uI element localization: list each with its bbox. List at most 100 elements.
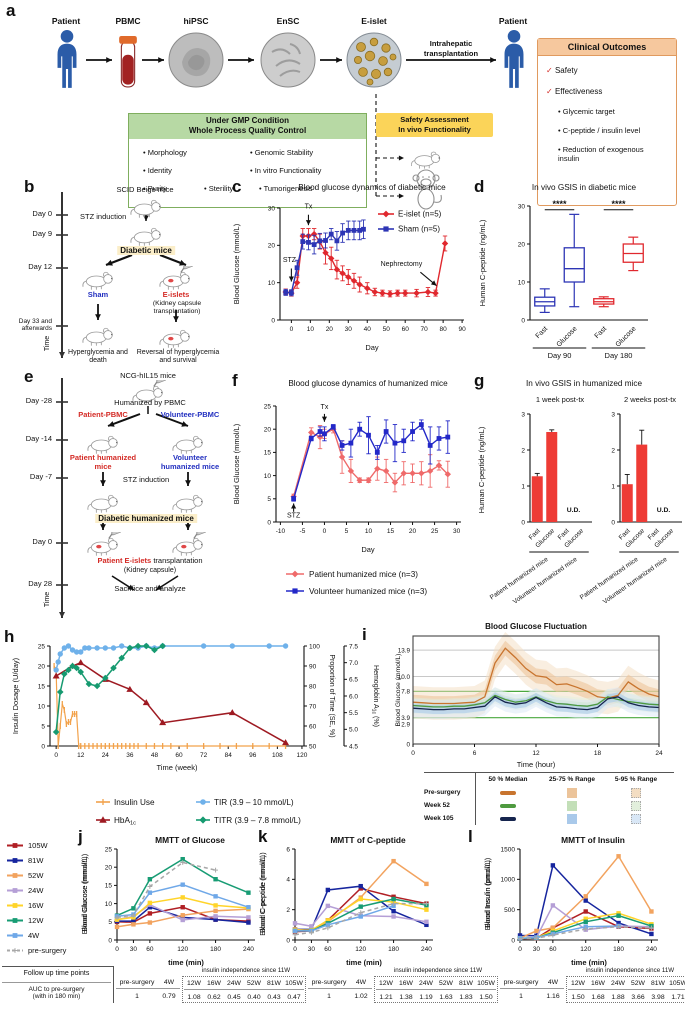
svg-text:Blood Glucose (mmol/L): Blood Glucose (mmol/L) (82, 856, 89, 931)
fluct-legend-col: 50 % Median (488, 776, 528, 783)
mouse-icon (82, 271, 113, 290)
svg-text:Day: Day (365, 343, 379, 352)
check-icon: ✓ (546, 66, 553, 75)
svg-text:180: 180 (210, 946, 221, 953)
mmtt-legend-item: 81W (6, 853, 66, 868)
e-time-axis-label: Time (44, 591, 52, 608)
auc-row-label-2: AUC to pre-surgery (with in 180 min) (28, 986, 85, 1001)
svg-text:90: 90 (309, 663, 317, 670)
svg-text:12: 12 (532, 750, 540, 757)
svg-text:Nephrectomy: Nephrectomy (381, 261, 423, 268)
svg-text:120: 120 (297, 752, 308, 759)
svg-text:HbA1c: HbA1c (114, 816, 136, 827)
chart-mmtt-glucose: 0 30 60 120 180 240 0 5 10 15 20 25 MMTT of Glucose t… (80, 835, 255, 967)
safety-box: Safety Assessment In vivo Functionality (376, 113, 493, 138)
chart-gsis-diabetic-mice: 0 10 20 30 In vivo GSIS in diabetic mice Huma… (478, 183, 648, 360)
mouse-transplanted-icon (156, 324, 194, 349)
svg-text:5.0: 5.0 (349, 727, 358, 734)
svg-text:7.5: 7.5 (349, 643, 358, 650)
auc-note: insulin independence since 11W (201, 967, 291, 974)
svg-text:6.5: 6.5 (349, 677, 358, 684)
b-kidney-capsule: (Kidney capsule transplantation) (152, 300, 202, 315)
flow-label-ensc: EnSC (276, 16, 300, 26)
patient-icon (57, 30, 77, 88)
svg-text:1500: 1500 (501, 846, 516, 853)
mmtt-legend-item: pre-surgery (7, 946, 67, 955)
b-mice-strain: SCID Beige mice (116, 185, 174, 194)
auc-note: insulin independence since 11W (393, 967, 483, 974)
svg-text:10: 10 (38, 703, 46, 710)
svg-text:24: 24 (102, 752, 110, 759)
b-day-9: Day 9 (32, 229, 52, 238)
panel-a-arrows (86, 57, 496, 199)
svg-text:96: 96 (249, 752, 257, 759)
chart-mmtt-insulin: 0 30 60 120 180 240 0 500 1000 1500 MMTT of Insuli… (483, 835, 658, 967)
svg-text:Day: Day (361, 545, 375, 554)
svg-text:Insulin Dosage (U/day): Insulin Dosage (U/day) (11, 657, 20, 734)
outcome-bullet-insulin: • Reduction of exogenous insulin (558, 145, 644, 163)
svg-text:3: 3 (521, 411, 525, 418)
b-day-12: Day 12 (28, 262, 52, 271)
svg-text:240: 240 (646, 946, 657, 953)
chart-blood-glucose-humanized-mice: -10 -5 0 5 10 15 20 25 30 0 5 10 15 20 25 Blood glucose… (232, 379, 461, 596)
flow-label-hipsc: hiPSC (183, 16, 209, 26)
e-stz: STZ induction (122, 475, 170, 484)
svg-text:6: 6 (473, 750, 477, 757)
mouse-icon (130, 199, 161, 218)
svg-text:40: 40 (364, 326, 372, 333)
panel-label-h: h (4, 627, 15, 646)
blood-tube-icon (119, 36, 137, 88)
safety-line2: In vivo Functionality (398, 125, 471, 135)
panel-b-diagram (56, 192, 187, 358)
b-stz-induction: STZ induction (80, 212, 127, 221)
panel-label-a: a (6, 1, 16, 20)
chart-mmtt-cpeptide: 0 30 60 120 180 240 0 2 4 6 MMTT of C-peptide time … (258, 835, 433, 967)
svg-text:48: 48 (151, 752, 159, 759)
safety-line1: Safety Assessment (400, 115, 469, 124)
svg-text:10: 10 (365, 528, 373, 535)
auc-tables: Follow up time points AUC to pre-surgery… (2, 966, 685, 1003)
svg-text:3.9: 3.9 (401, 715, 410, 722)
svg-text:84: 84 (225, 752, 233, 759)
mouse-syringe-icon (156, 266, 194, 291)
svg-text:0: 0 (406, 741, 410, 748)
svg-text:2: 2 (611, 447, 615, 454)
svg-text:30: 30 (345, 326, 353, 333)
svg-text:Day 180: Day 180 (605, 351, 633, 360)
svg-text:Blood C-peptide (nmol/L): Blood C-peptide (nmol/L) (258, 852, 267, 936)
svg-text:In vivo GSIS in humanized mice: In vivo GSIS in humanized mice (526, 379, 642, 388)
svg-text:30: 30 (453, 528, 461, 535)
svg-text:Time (hour): Time (hour) (517, 760, 556, 769)
flow-label-eislet: E-islet (361, 16, 387, 26)
svg-text:0: 0 (521, 317, 525, 324)
e-volunteer-mice: Volunteer humanized mice (160, 453, 220, 471)
svg-text:2: 2 (286, 907, 290, 914)
e-day--7: Day -7 (29, 472, 52, 481)
b-day-33: Day 33 and afterwards (18, 318, 52, 333)
svg-text:0: 0 (521, 519, 525, 526)
svg-text:0: 0 (611, 519, 615, 526)
svg-text:Glucose: Glucose (556, 325, 579, 348)
svg-text:7.8: 7.8 (401, 689, 410, 696)
fluctuation-legend: 50 % Median 25-75 % Range 5-95 % Range Pre-… (424, 772, 674, 825)
auc-table-k: insulin independence since 11W pre-surger… (308, 966, 498, 1003)
svg-text:180: 180 (388, 946, 399, 953)
svg-text:Day 90: Day 90 (548, 351, 572, 360)
svg-text:15: 15 (387, 528, 395, 535)
svg-text:0: 0 (518, 946, 522, 953)
gmp-title-2: Whole Process Quality Control (188, 126, 307, 136)
svg-text:4: 4 (286, 877, 290, 884)
svg-text:15: 15 (105, 883, 113, 890)
svg-text:30: 30 (533, 946, 541, 953)
gmp-item-identity: • Identity (143, 166, 172, 175)
svg-text:0: 0 (54, 752, 58, 759)
svg-text:10: 10 (264, 473, 272, 480)
e-mice-strain: NCG-hIL15 mice (120, 371, 176, 380)
outcomes-title: Clinical Outcomes (538, 39, 676, 56)
gmp-box: Under GMP Condition Whole Process Qualit… (128, 113, 367, 208)
mouse-icon (172, 494, 203, 513)
panel-label-i: i (362, 625, 367, 644)
svg-text:30: 30 (518, 203, 526, 210)
gmp-item-sterility: • Sterility (204, 184, 234, 193)
mouse-icon (172, 435, 203, 454)
